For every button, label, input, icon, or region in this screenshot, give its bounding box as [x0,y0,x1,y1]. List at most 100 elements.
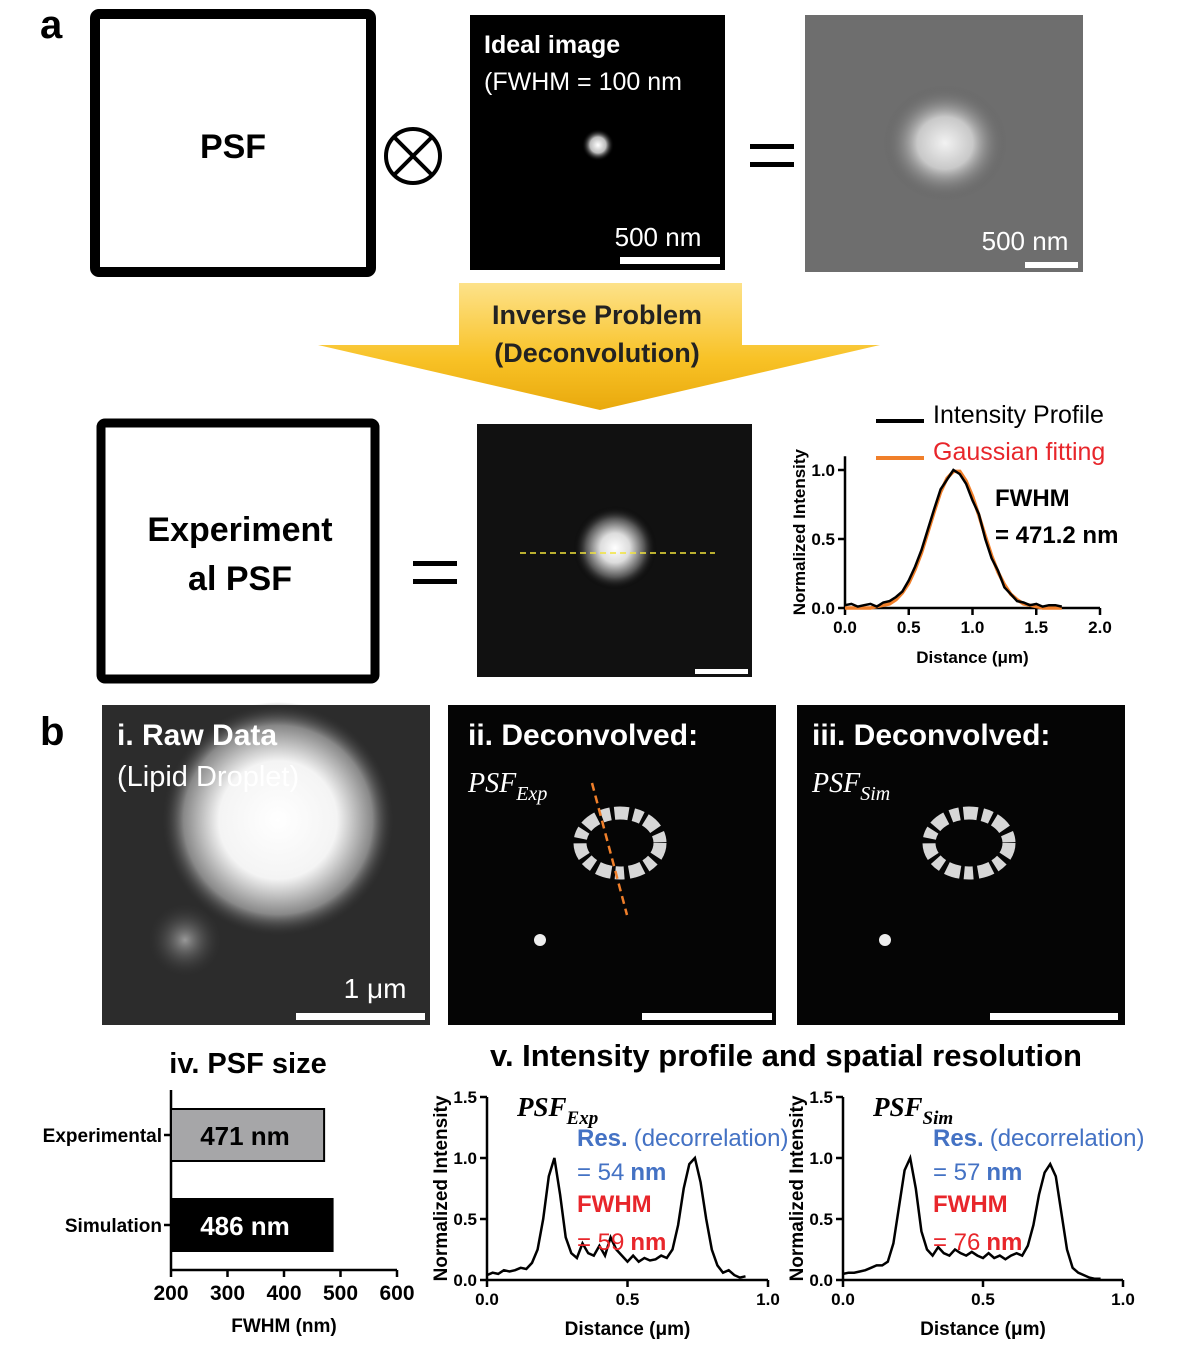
x-tick-label: 2.0 [1088,618,1112,637]
fwhm-unit: nm [986,1229,1022,1256]
image-title: Ideal image [484,31,620,59]
fwhm: = 76nm [933,1229,1022,1256]
fwhm-value: = 59 [577,1229,624,1256]
x-tick-label: 0.5 [971,1290,995,1309]
y-tick-label: Simulation [65,1216,162,1237]
psf-box-label: PSF [200,128,266,166]
scale-bar [695,669,748,674]
spot [534,934,546,946]
y-tick-label: 0.5 [809,1210,833,1229]
annotation: FWHM [995,485,1070,512]
scale-bar [642,1013,772,1020]
x-axis-title: Distance (μm) [916,648,1028,667]
scale-bar [1025,262,1078,268]
x-tick-label: 0.5 [616,1290,640,1309]
spot [879,934,891,946]
deconvolved-image [448,705,776,1025]
psf: PSF [872,1092,923,1122]
psf-sub: Exp [515,783,547,805]
psf: PSF [516,1092,567,1122]
blurred-spot [883,85,1007,201]
resolution-value: = 57 [933,1159,980,1186]
scale-bar-label: 1 μm [344,973,407,1004]
fwhm-label: FWHM [577,1191,652,1218]
y-axis-title: Normalized Intensity [790,448,809,615]
y-tick-label: 1.5 [809,1088,833,1107]
box-label: al PSF [188,560,292,598]
x-tick-label: 400 [266,1282,301,1305]
bar-value-label: 471 nm [200,1121,290,1151]
x-tick-label: 1.0 [1111,1290,1135,1309]
psf-sub: Sim [860,783,890,805]
scale-bar-label: 500 nm [982,226,1069,256]
fwhm-unit: nm [630,1229,666,1256]
experimental-spot [573,506,657,590]
image-subtitle: (FWHM = 100 nm [484,68,682,96]
x-tick-label: 0.0 [833,618,857,637]
y-tick-label: 0.5 [453,1210,477,1229]
resolution-value: = 54 [577,1159,624,1186]
resolution: Res.(decorrelation) [933,1125,1144,1152]
resolution-method: (decorrelation) [990,1125,1145,1152]
y-tick-label: 1.0 [809,1149,833,1168]
y-axis-title: Normalized Intensity [431,1095,452,1281]
x-axis-title: Distance (μm) [565,1319,691,1340]
convolution-symbol [386,129,440,183]
y-axis-title: Normalized Intensity [787,1095,808,1281]
y-tick-label: 0.5 [811,530,835,549]
scale-bar [296,1013,425,1020]
y-tick-label: 0.0 [809,1271,833,1290]
resolution-method: (decorrelation) [634,1125,789,1152]
arrow-label: Inverse Problem [492,300,702,330]
page: a PSF Ideal image (FWHM = 100 nm 500 nm … [0,0,1203,1349]
figure: a PSF Ideal image (FWHM = 100 nm 500 nm … [0,0,1203,1349]
y-tick-label: Experimental [43,1126,162,1147]
equals-sign [413,561,457,584]
resolution: Res.(decorrelation) [577,1125,788,1152]
y-tick-label: 1.0 [453,1149,477,1168]
box-label: Experiment [147,511,332,549]
x-tick-label: 200 [153,1282,188,1305]
annotation: = 471.2 nm [995,522,1118,549]
y-tick-label: 1.0 [811,461,835,480]
x-tick-label: 600 [379,1282,414,1305]
panel-label: b [40,710,64,754]
image-title: i. Raw Data [117,719,277,752]
x-tick-label: 500 [323,1282,358,1305]
y-tick-label: 0.0 [811,599,835,618]
image-title: iii. Deconvolved: [812,719,1050,752]
psf-label: PSFSim [872,1092,953,1129]
resolution-unit: nm [630,1159,666,1186]
equals-sign [750,144,794,167]
legend-label: Gaussian fitting [933,438,1105,466]
panel-label: a [40,3,63,47]
image-title: ii. Deconvolved: [468,719,698,752]
experimental-psf-box [101,423,375,679]
ideal-spot [582,129,614,161]
resolution-unit: nm [986,1159,1022,1186]
x-tick-label: 0.5 [897,618,921,637]
resolution-label: Res. [577,1125,628,1152]
x-tick-label: 1.0 [756,1290,780,1309]
arrow-label: (Deconvolution) [494,338,699,368]
fwhm-label: FWHM [933,1191,1008,1218]
x-tick-label: 1.0 [961,618,985,637]
x-tick-label: 0.0 [475,1290,499,1309]
x-tick-label: 300 [210,1282,245,1305]
y-tick-label: 1.5 [453,1088,477,1107]
psf: PSF [811,768,861,799]
psf: PSF [467,768,517,799]
image-subtitle: (Lipid Droplet) [117,761,299,793]
scale-bar [620,257,720,264]
deconvolved-image [797,705,1125,1025]
x-tick-label: 0.0 [831,1290,855,1309]
psf-label: PSFExp [516,1092,598,1129]
x-axis-title: Distance (μm) [920,1319,1046,1340]
x-tick-label: 1.5 [1024,618,1048,637]
fwhm-value: = 76 [933,1229,980,1256]
x-axis-title: FWHM (nm) [231,1316,337,1337]
y-tick-label: 0.0 [453,1271,477,1290]
